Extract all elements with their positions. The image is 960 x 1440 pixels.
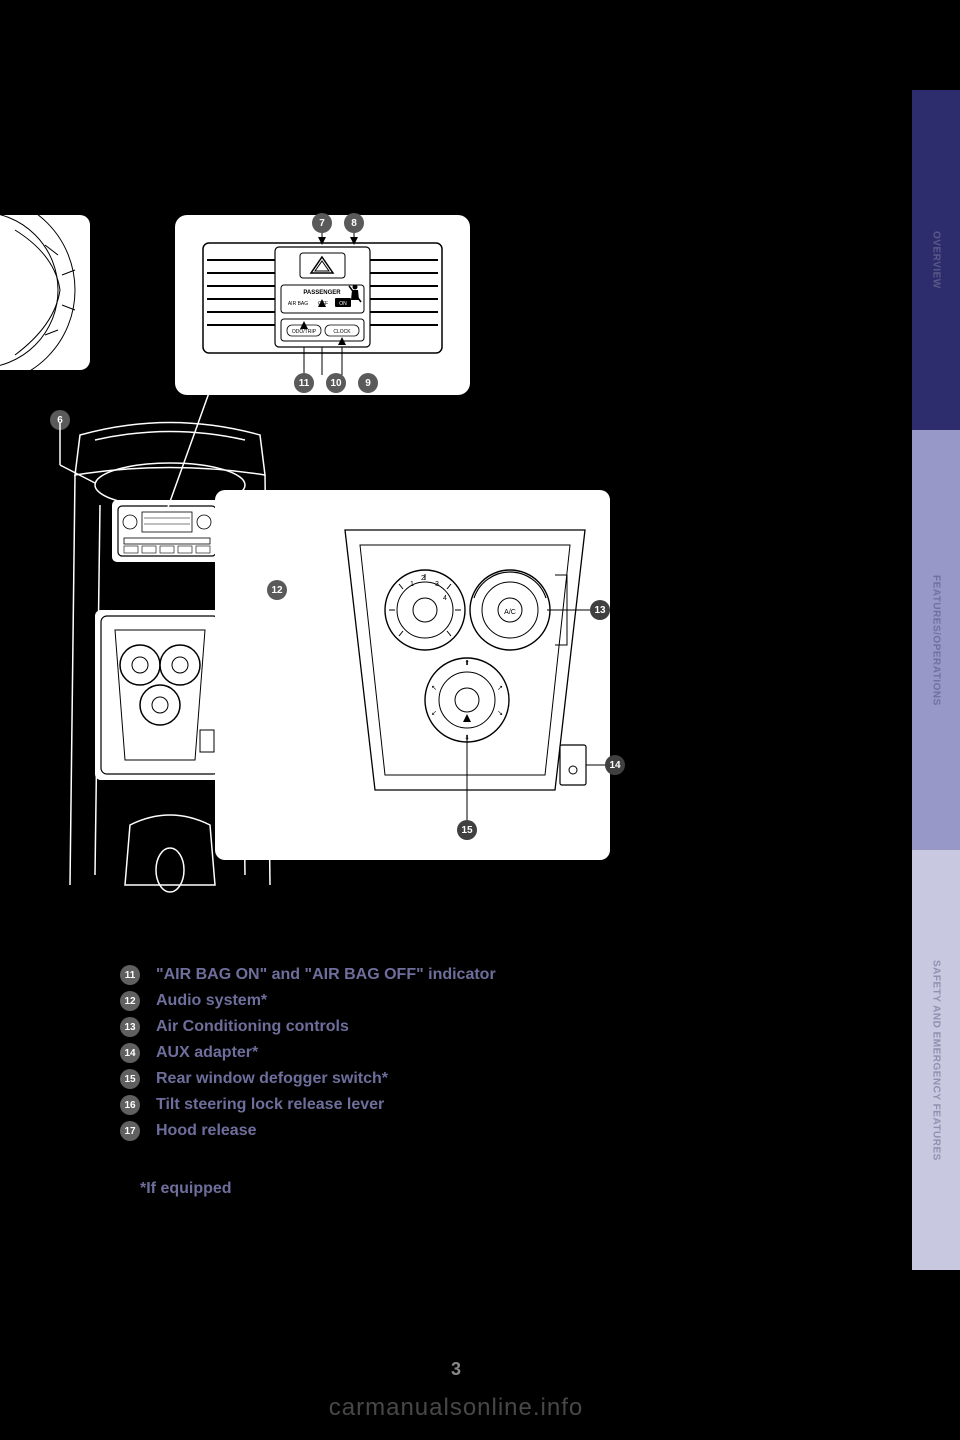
legend-text: Tilt steering lock release lever (156, 1096, 384, 1114)
legend-row: 14 AUX adapter* (120, 1043, 496, 1063)
legend-number: 15 (120, 1069, 140, 1089)
footnote: *If equipped (140, 1180, 232, 1198)
legend-row: 15 Rear window defogger switch* (120, 1069, 496, 1089)
svg-text:4: 4 (443, 595, 447, 602)
svg-text:↙: ↙ (431, 710, 437, 717)
svg-text:A/C: A/C (504, 609, 516, 616)
diagram-region: PASSENGER AIR BAG OFF ON ODO/TRIP CLOCK (0, 215, 640, 935)
legend-row: 11 "AIR BAG ON" and "AIR BAG OFF" indica… (120, 965, 496, 985)
page-number: 3 (451, 1359, 461, 1380)
svg-text:↖: ↖ (431, 685, 437, 692)
legend-number: 13 (120, 1017, 140, 1037)
svg-text:1: 1 (410, 581, 414, 588)
callout-13: 13 (590, 600, 610, 620)
legend-number: 12 (120, 991, 140, 1011)
legend-row: 16 Tilt steering lock release lever (120, 1095, 496, 1115)
legend-text: AUX adapter* (156, 1044, 258, 1062)
svg-text:⬆: ⬆ (464, 659, 470, 667)
legend-text: Rear window defogger switch* (156, 1070, 388, 1088)
legend-number: 14 (120, 1043, 140, 1063)
tab-safety: SAFETY AND EMERGENCY FEATURES (912, 850, 960, 1270)
legend-number: 17 (120, 1121, 140, 1141)
page-content: PASSENGER AIR BAG OFF ON ODO/TRIP CLOCK (0, 0, 912, 1440)
svg-text:↗: ↗ (497, 685, 503, 692)
callout-14: 14 (605, 755, 625, 775)
svg-text:2: 2 (421, 575, 425, 582)
svg-text:3: 3 (435, 581, 439, 588)
panel-console-detail: 12 12 (215, 490, 610, 860)
svg-text:↘: ↘ (497, 710, 503, 717)
legend-row: 12 Audio system* (120, 991, 496, 1011)
legend-row: 17 Hood release (120, 1121, 496, 1141)
legend-text: "AIR BAG ON" and "AIR BAG OFF" indicator (156, 966, 496, 984)
legend-number: 11 (120, 965, 140, 985)
hvac-small-box (95, 610, 225, 780)
legend-list: 11 "AIR BAG ON" and "AIR BAG OFF" indica… (120, 965, 496, 1147)
side-tabs: OVERVIEW FEATURES/OPERATIONS SAFETY AND … (912, 90, 960, 1270)
legend-text: Hood release (156, 1122, 256, 1140)
legend-row: 13 Air Conditioning controls (120, 1017, 496, 1037)
callout-15: 15 (457, 820, 477, 840)
tab-overview: OVERVIEW (912, 90, 960, 430)
legend-text: Audio system* (156, 992, 267, 1010)
tab-features: FEATURES/OPERATIONS (912, 430, 960, 850)
legend-text: Air Conditioning controls (156, 1018, 349, 1036)
legend-number: 16 (120, 1095, 140, 1115)
watermark: carmanualsonline.info (329, 1394, 583, 1422)
